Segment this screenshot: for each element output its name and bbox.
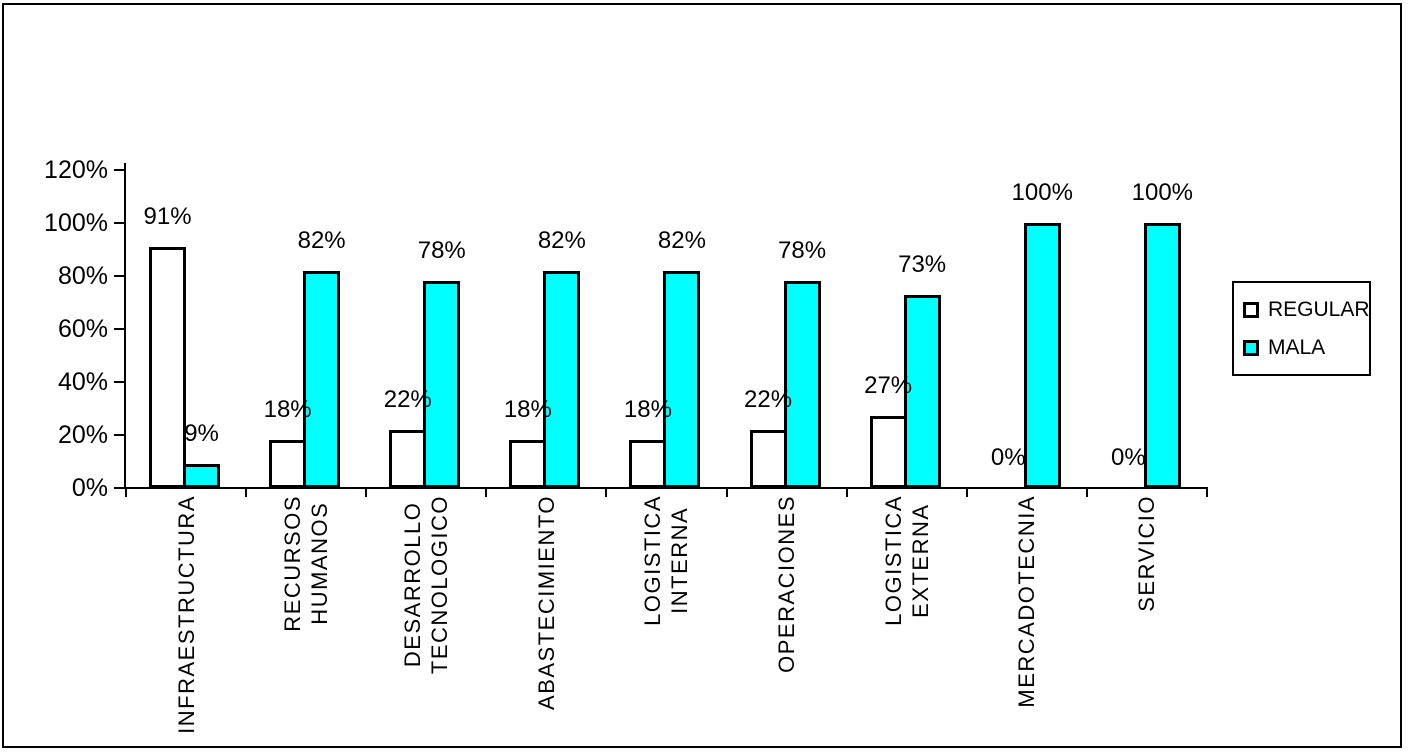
y-axis-tick-label: 20% — [57, 421, 108, 449]
y-axis-tick-label: 100% — [44, 209, 108, 237]
x-axis-tick-mark — [725, 488, 728, 497]
bar-mala — [903, 294, 941, 488]
bar-regular — [389, 429, 427, 488]
data-label-regular: 18% — [503, 396, 552, 424]
bar-regular — [629, 440, 667, 488]
y-axis-tick-mark — [114, 487, 126, 489]
bar-regular — [149, 246, 187, 488]
bar-mala — [1023, 223, 1061, 488]
x-axis-tick-mark — [125, 488, 127, 497]
bar-mala — [183, 464, 221, 488]
y-axis-tick-label: 80% — [57, 262, 108, 290]
bar-regular — [509, 440, 547, 488]
x-axis-line — [124, 487, 1208, 489]
chart-outer-border: 0% 20% 40% 60% 80% 100% 120% 91% 9% INFRAESTRUCTU… — [2, 3, 1402, 748]
data-label-regular: 18% — [263, 396, 312, 424]
x-axis-category-label: OPERACIONES — [774, 495, 800, 673]
x-axis-tick-mark — [965, 488, 968, 497]
data-label-regular: 22% — [744, 385, 793, 413]
y-axis-tick-mark — [114, 275, 126, 277]
bar-mala — [543, 270, 581, 488]
legend-label-mala: MALA — [1268, 335, 1326, 359]
data-label-regular: 18% — [623, 396, 672, 424]
data-label-mala: 82% — [657, 226, 706, 254]
data-label-mala: 82% — [297, 226, 346, 254]
data-label-mala: 82% — [537, 226, 586, 254]
data-label-mala: 100% — [1011, 179, 1073, 206]
data-label-regular: 0% — [1111, 444, 1146, 471]
data-label-mala: 78% — [417, 237, 466, 265]
data-label-mala: 9% — [184, 420, 219, 448]
y-axis-tick-mark — [114, 328, 126, 330]
y-axis-line — [124, 163, 126, 489]
legend-swatch-regular-icon — [1243, 301, 1259, 318]
x-axis-tick-mark — [485, 488, 488, 497]
data-label-regular: 0% — [990, 444, 1026, 471]
legend-swatch-mala-icon — [1243, 339, 1259, 356]
y-axis-tick-label: 120% — [44, 156, 108, 184]
bar-regular — [749, 429, 787, 488]
legend-label-regular: REGULAR — [1268, 297, 1370, 321]
chart-legend: REGULAR MALA — [1232, 281, 1371, 376]
x-axis-category-label: DESARROLLO TECNOLOGICO — [400, 495, 453, 675]
data-label-mala: 78% — [778, 237, 827, 265]
data-label-regular: 27% — [864, 372, 913, 400]
y-axis-tick-mark — [114, 169, 126, 171]
legend-item-regular: REGULAR — [1243, 297, 1370, 321]
x-axis-tick-mark — [1085, 488, 1088, 497]
bar-mala — [303, 270, 341, 488]
bar-regular — [869, 416, 907, 488]
y-axis-tick-mark — [114, 222, 126, 224]
x-axis-tick-mark — [245, 488, 248, 497]
x-axis-category-label: ABASTECIMIENTO — [533, 495, 559, 710]
x-axis-tick-mark — [845, 488, 848, 497]
x-axis-category-label: INFRAESTRUCTURA — [173, 495, 199, 734]
x-axis-category-label: LOGISTICA INTERNA — [640, 495, 693, 626]
x-axis-tick-mark — [1205, 488, 1208, 497]
bar-mala — [663, 270, 701, 488]
bar-mala — [423, 281, 461, 488]
data-label-regular: 22% — [383, 385, 432, 413]
x-axis-tick-mark — [605, 488, 608, 497]
x-axis-category-label: MERCADOTECNIA — [1014, 495, 1040, 708]
y-axis-tick-mark — [114, 434, 126, 436]
y-axis-tick-label: 60% — [57, 315, 108, 343]
data-label-mala: 73% — [898, 250, 947, 278]
legend-item-mala: MALA — [1243, 335, 1369, 359]
x-axis-tick-mark — [365, 488, 368, 497]
data-label-regular: 91% — [143, 202, 192, 230]
x-axis-category-label: LOGISTICA EXTERNA — [880, 495, 933, 626]
bar-mala — [783, 281, 821, 488]
bar-mala — [1143, 223, 1181, 488]
x-axis-category-label: RECURSOS HUMANOS — [280, 495, 333, 632]
y-axis-tick-mark — [114, 381, 126, 383]
y-axis-tick-label: 40% — [57, 368, 108, 396]
x-axis-category-label: SERVICIO — [1134, 495, 1160, 612]
y-axis-tick-label: 0% — [71, 474, 108, 502]
bar-regular — [269, 440, 307, 488]
bar-chart-plot-area: 0% 20% 40% 60% 80% 100% 120% 91% 9% INFRAESTRUCTU… — [4, 5, 1400, 746]
data-label-mala: 100% — [1131, 179, 1194, 206]
